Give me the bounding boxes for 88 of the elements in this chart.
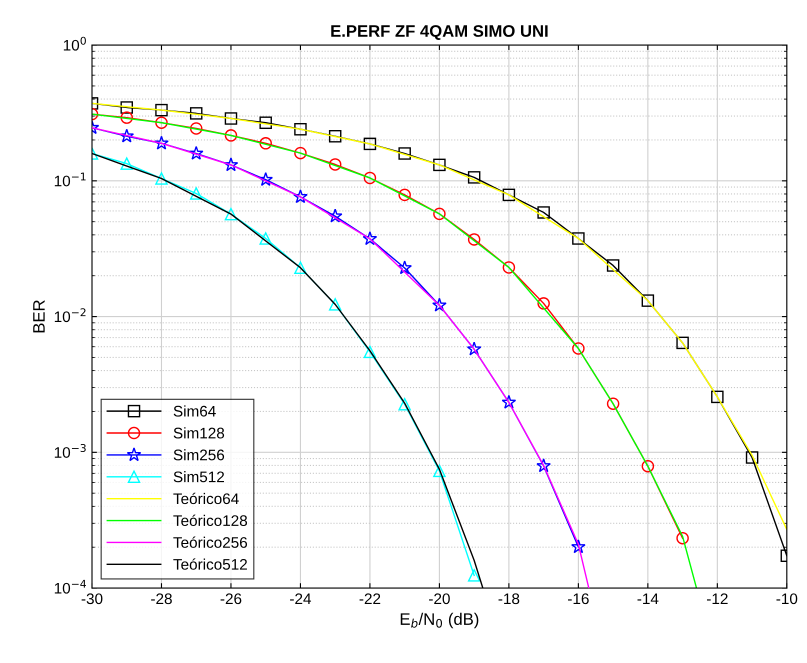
point	[642, 294, 654, 307]
point	[155, 104, 168, 116]
point	[642, 460, 654, 472]
point	[572, 342, 585, 355]
point	[502, 188, 516, 202]
point	[398, 147, 411, 160]
x-tick-label: -22	[360, 593, 380, 604]
point	[294, 122, 307, 136]
point	[711, 390, 724, 404]
point	[119, 128, 134, 143]
x-tick-label: -16	[568, 593, 589, 604]
y-tick-label: 10$^{−4}$	[54, 580, 86, 594]
point	[397, 260, 412, 274]
point	[537, 206, 550, 219]
point	[224, 157, 238, 172]
point	[190, 187, 202, 200]
point	[468, 569, 480, 582]
point	[362, 231, 378, 246]
point	[120, 101, 133, 114]
y-axis-title: BER	[33, 300, 45, 332]
point	[120, 157, 133, 170]
point	[293, 189, 308, 204]
point	[120, 111, 133, 124]
x-tick-label: -12	[706, 593, 728, 604]
point	[606, 397, 620, 410]
point	[536, 458, 551, 472]
point	[328, 298, 342, 311]
x-tick-label: -10	[776, 593, 798, 604]
point	[433, 208, 446, 220]
point	[190, 107, 202, 120]
point	[398, 398, 411, 411]
point	[572, 232, 585, 245]
point	[746, 451, 758, 464]
point	[294, 146, 307, 160]
point	[294, 261, 307, 274]
y-tick-label: 10$^{−3}$	[54, 444, 86, 458]
point	[188, 146, 204, 160]
point	[537, 297, 550, 310]
y-tick-label: 10$^{−1}$	[54, 172, 86, 186]
point	[433, 158, 446, 172]
point	[676, 532, 689, 544]
legend-label: Sim512	[174, 471, 224, 482]
x-tick-label: -20	[429, 593, 450, 604]
x-tick-label: -18	[498, 593, 520, 604]
legend-label: Sim64	[174, 405, 216, 417]
point	[364, 138, 376, 150]
legend-label: Teórico256	[173, 536, 248, 548]
point	[190, 122, 202, 135]
x-tick-label: -14	[638, 594, 658, 604]
point	[328, 158, 342, 171]
point	[155, 172, 168, 185]
point	[398, 188, 411, 202]
point	[259, 137, 272, 150]
point	[468, 171, 480, 184]
point	[676, 336, 689, 350]
x-tick-label: -30	[82, 593, 102, 604]
point	[259, 116, 272, 129]
chart-title: E.PERF ZF 4QAM SIMO UNI	[331, 25, 548, 40]
point	[328, 130, 342, 143]
point	[468, 233, 480, 246]
point	[224, 112, 238, 125]
point	[155, 116, 168, 129]
point	[258, 172, 274, 186]
y-tick-label: 10$^{0}$	[64, 36, 86, 51]
legend-label: Teórico512	[173, 558, 247, 570]
point	[606, 259, 620, 272]
point	[502, 394, 516, 409]
x-tick-label: -26	[220, 593, 242, 604]
legend-label: Sim256	[174, 449, 224, 460]
x-tick-label: -28	[151, 593, 172, 604]
point	[502, 261, 516, 274]
x-tick-label: -24	[290, 593, 312, 604]
legend-label: Sim128	[174, 427, 224, 438]
point	[328, 208, 342, 222]
point	[259, 232, 272, 245]
point	[466, 342, 482, 356]
legend-label: Teórico128	[173, 514, 248, 526]
point	[224, 129, 238, 142]
point	[432, 298, 447, 312]
legend-label: Teórico64	[173, 492, 239, 504]
point	[433, 464, 446, 478]
point	[224, 208, 238, 220]
point	[571, 539, 586, 554]
y-tick-label: 10$^{−2}$	[54, 308, 86, 322]
x-axis-title: E$_{b}$/N$_{0}$ (dB)	[400, 612, 478, 628]
point	[364, 346, 376, 358]
point	[364, 172, 376, 184]
point	[154, 136, 169, 150]
